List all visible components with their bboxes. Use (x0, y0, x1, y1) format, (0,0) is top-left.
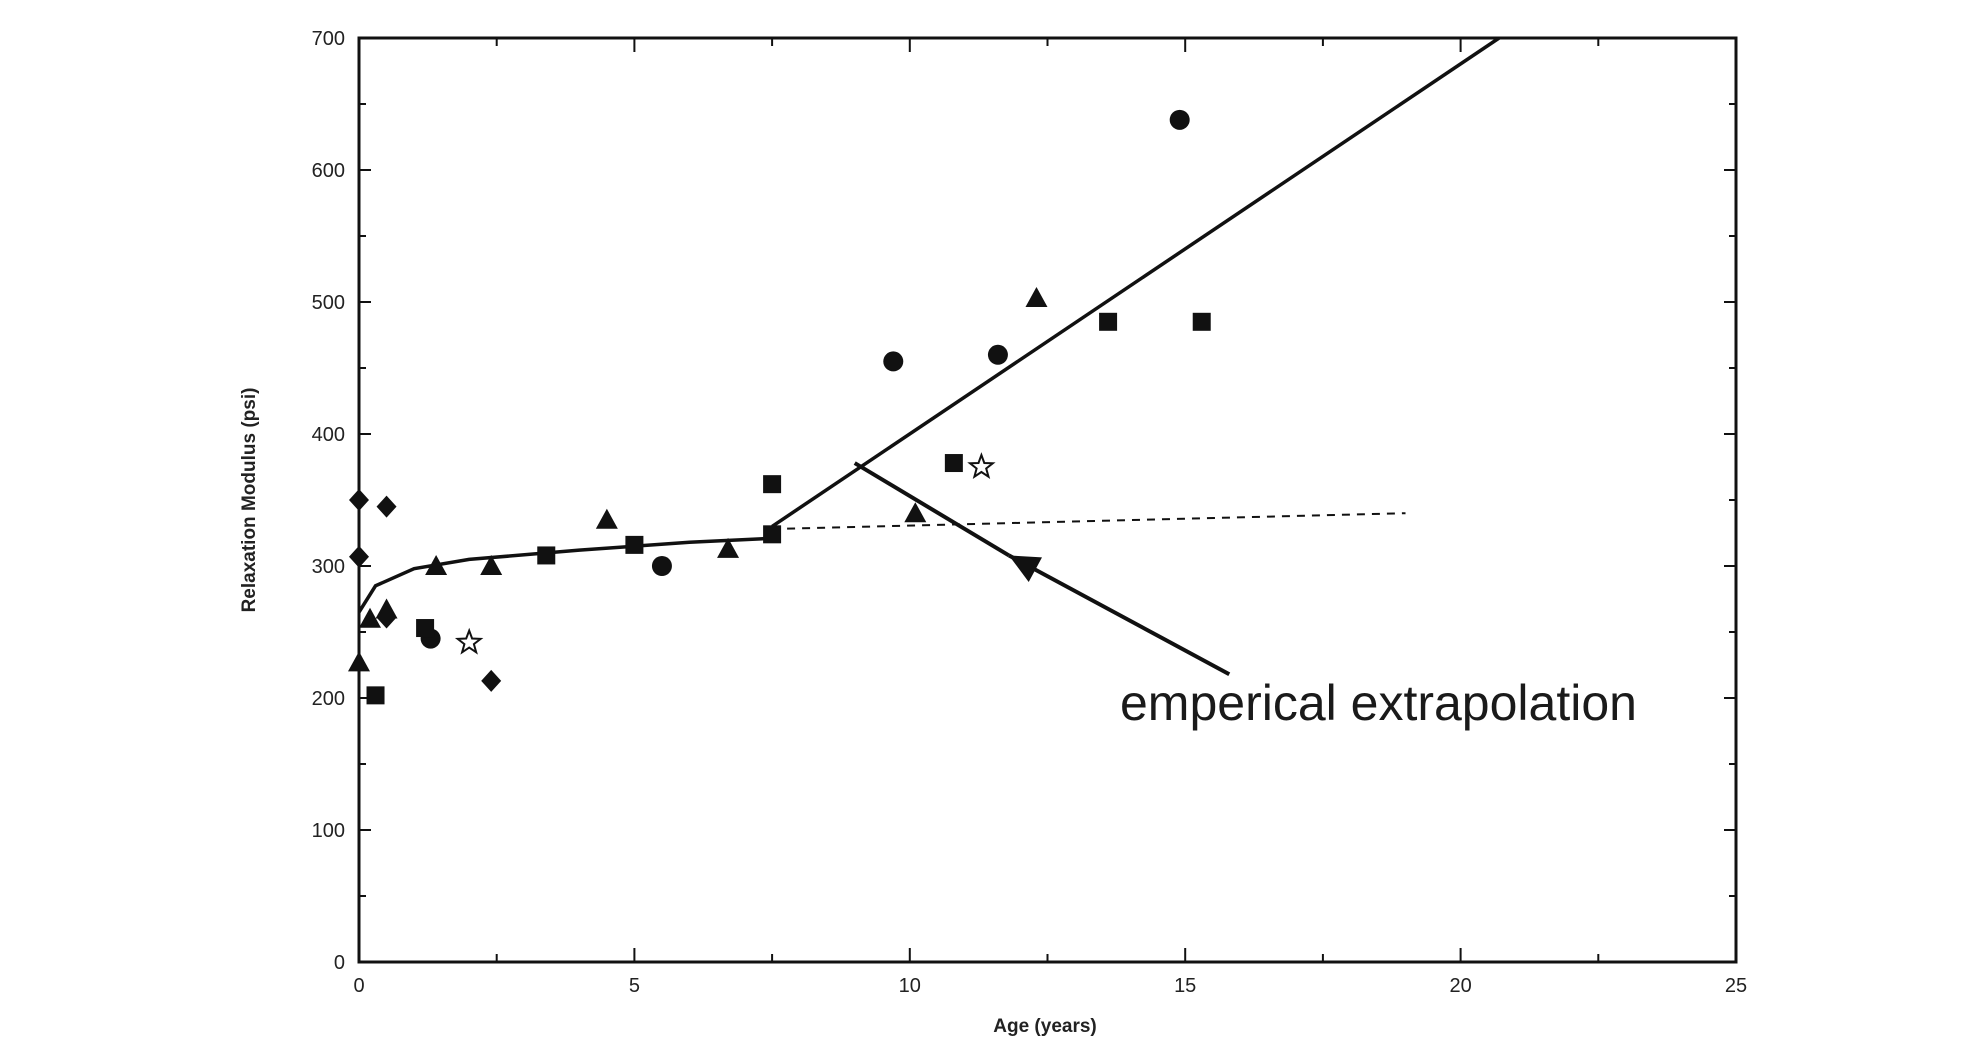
y-tick-label: 500 (312, 292, 345, 314)
y-tick-label: 300 (312, 556, 345, 578)
data-point-circle (883, 351, 904, 372)
data-point-square (944, 454, 963, 473)
x-tick-label: 15 (1174, 975, 1196, 997)
data-point-diamond (481, 669, 502, 692)
data-point-square (763, 475, 782, 494)
fit-line (357, 536, 773, 614)
x-tick-label: 5 (629, 975, 640, 997)
annotation-label: emperical extrapolation (1120, 675, 1637, 731)
data-point-square (416, 619, 435, 638)
annotation-arrow-shaft (1007, 553, 1231, 677)
fit-line (771, 36, 1501, 528)
annotation-arrow-head (1008, 555, 1042, 583)
annotation-group (853, 461, 1231, 677)
data-point-star (454, 627, 484, 655)
data-point-diamond (349, 489, 369, 511)
axis-ticks: 0 100 200 300 400 500 600 700 0 5 10 15 20 25 (312, 28, 1748, 997)
data-point-square (537, 546, 556, 565)
y-tick-label: 100 (312, 820, 345, 842)
data-point-circle (651, 556, 672, 576)
data-point-star (967, 452, 996, 480)
data-point-square (625, 535, 644, 554)
data-point-triangle (1025, 287, 1048, 308)
data-point-triangle (359, 607, 382, 628)
x-tick-label: 25 (1725, 975, 1747, 997)
y-tick-label: 400 (312, 424, 345, 446)
data-point-square (763, 525, 782, 544)
data-point-triangle (595, 508, 618, 529)
x-tick-label: 10 (899, 975, 921, 997)
plot-frame (357, 36, 1738, 964)
data-point-square (1192, 312, 1211, 331)
data-point-triangle (904, 502, 927, 523)
data-point-circle (987, 344, 1008, 365)
annotation-line (853, 461, 1010, 558)
y-tick-label: 600 (312, 160, 345, 182)
data-point-square (366, 686, 385, 705)
data-point-triangle (348, 651, 370, 672)
data-point-diamond (376, 495, 397, 518)
data-point-triangle (480, 555, 503, 575)
data-point-diamond (349, 545, 369, 568)
x-tick-label: 20 (1449, 975, 1471, 997)
data-point-triangle (717, 537, 740, 558)
y-tick-label: 0 (334, 952, 345, 974)
y-axis-title: Relaxation Modulus (psi) (239, 388, 260, 613)
fit-lines (357, 36, 1501, 614)
x-tick-label: 0 (353, 975, 364, 997)
data-points (348, 109, 1211, 705)
data-point-triangle (425, 555, 448, 575)
data-point-square (1099, 312, 1118, 331)
y-tick-label: 700 (312, 28, 345, 50)
data-point-circle (1169, 109, 1190, 130)
dashed-extension-line (772, 512, 1406, 531)
x-axis-title: Age (years) (993, 1016, 1097, 1037)
y-tick-label: 200 (312, 688, 345, 710)
data-point-diamond (376, 606, 397, 629)
